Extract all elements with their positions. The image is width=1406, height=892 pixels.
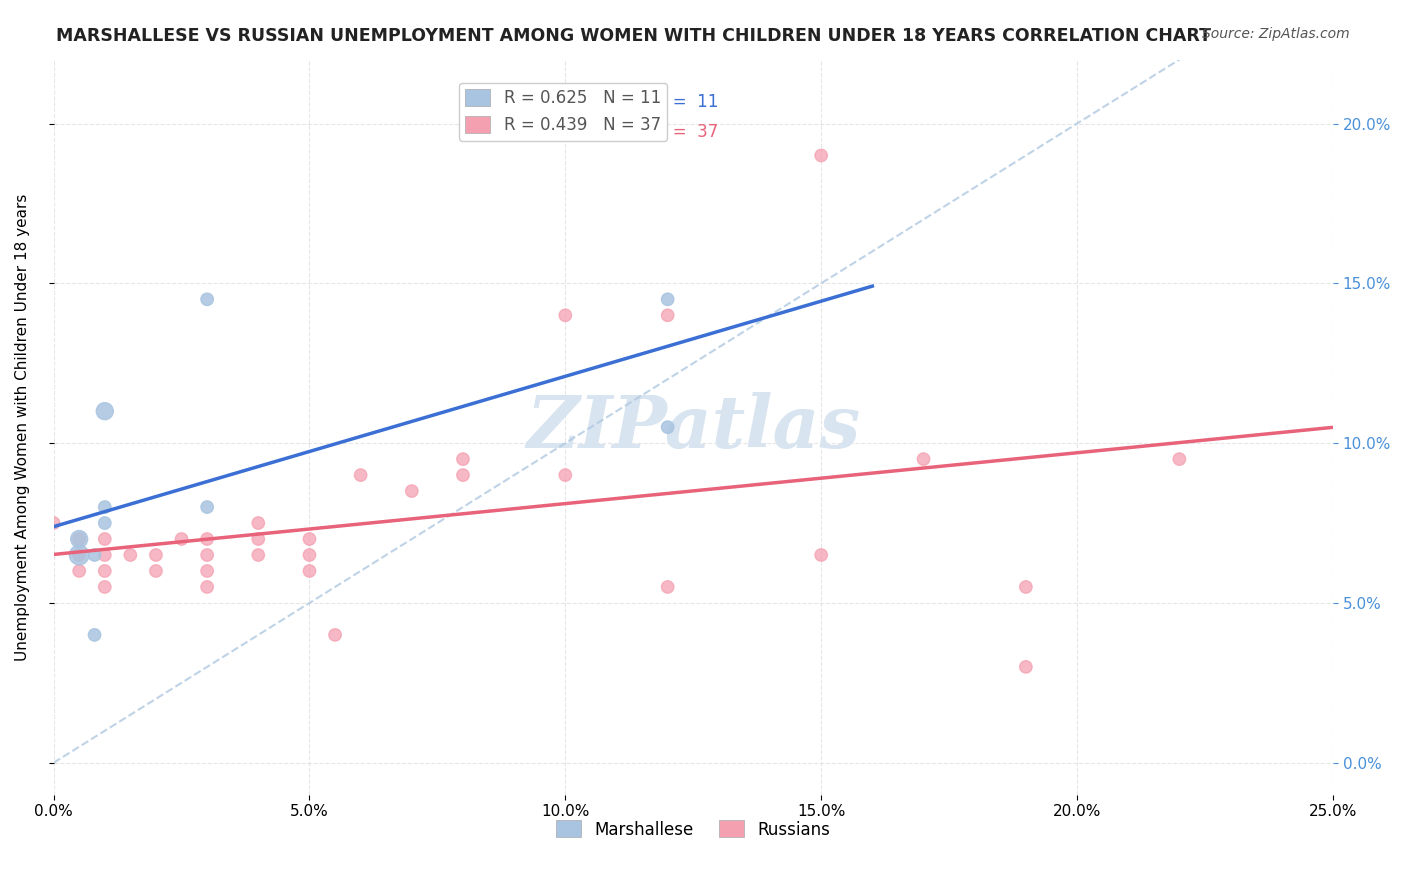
Point bbox=[657, 580, 679, 594]
Point bbox=[94, 548, 117, 562]
Text: N =  37: N = 37 bbox=[655, 123, 718, 141]
Point bbox=[451, 452, 474, 467]
Point bbox=[67, 548, 90, 562]
Point bbox=[401, 484, 423, 499]
Point bbox=[170, 532, 193, 546]
Point bbox=[323, 628, 346, 642]
Point bbox=[83, 548, 105, 562]
Text: R = 0.439: R = 0.439 bbox=[502, 123, 585, 141]
Point bbox=[145, 564, 167, 578]
Point bbox=[94, 564, 117, 578]
Point bbox=[554, 468, 576, 483]
Point bbox=[554, 308, 576, 322]
Text: ZIPatlas: ZIPatlas bbox=[526, 392, 860, 463]
Point bbox=[451, 468, 474, 483]
Point bbox=[195, 293, 218, 307]
Point bbox=[1015, 660, 1038, 674]
Point bbox=[247, 516, 270, 530]
Point bbox=[83, 628, 105, 642]
Point bbox=[298, 548, 321, 562]
Point bbox=[94, 532, 117, 546]
Text: R = 0.625: R = 0.625 bbox=[502, 94, 585, 112]
Point bbox=[67, 532, 90, 546]
Point bbox=[298, 564, 321, 578]
Point bbox=[657, 420, 679, 434]
Point bbox=[1015, 580, 1038, 594]
Point bbox=[195, 532, 218, 546]
Point bbox=[94, 516, 117, 530]
Point bbox=[67, 564, 90, 578]
Point bbox=[912, 452, 935, 467]
Point bbox=[94, 500, 117, 514]
Point bbox=[120, 548, 142, 562]
Text: N =  11: N = 11 bbox=[655, 94, 718, 112]
Point bbox=[247, 532, 270, 546]
Point bbox=[94, 404, 117, 418]
Point bbox=[42, 516, 65, 530]
Point bbox=[1168, 452, 1191, 467]
Point bbox=[94, 580, 117, 594]
Point bbox=[67, 532, 90, 546]
Point bbox=[195, 580, 218, 594]
Y-axis label: Unemployment Among Women with Children Under 18 years: Unemployment Among Women with Children U… bbox=[15, 194, 30, 661]
Point bbox=[810, 548, 832, 562]
Point bbox=[657, 308, 679, 322]
Text: Source: ZipAtlas.com: Source: ZipAtlas.com bbox=[1202, 27, 1350, 41]
Point bbox=[247, 548, 270, 562]
Point bbox=[195, 564, 218, 578]
Point bbox=[810, 148, 832, 162]
Point bbox=[657, 293, 679, 307]
Text: MARSHALLESE VS RUSSIAN UNEMPLOYMENT AMONG WOMEN WITH CHILDREN UNDER 18 YEARS COR: MARSHALLESE VS RUSSIAN UNEMPLOYMENT AMON… bbox=[56, 27, 1211, 45]
Point bbox=[67, 548, 90, 562]
Point bbox=[145, 548, 167, 562]
Point bbox=[350, 468, 373, 483]
Legend: Marshallese, Russians: Marshallese, Russians bbox=[550, 814, 837, 846]
Point bbox=[195, 500, 218, 514]
Point bbox=[298, 532, 321, 546]
Point bbox=[195, 548, 218, 562]
